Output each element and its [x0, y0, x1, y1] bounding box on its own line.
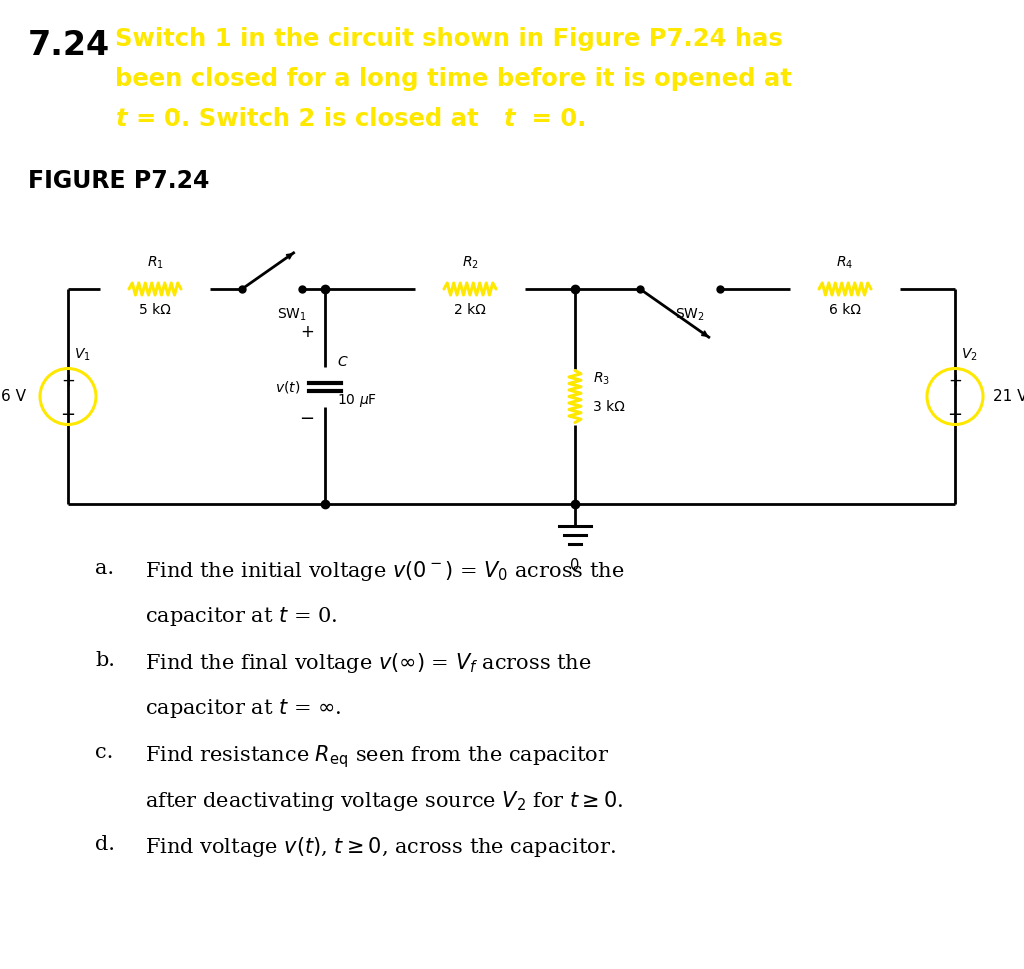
Text: +: + — [300, 323, 314, 340]
Text: Switch 1 in the circuit shown in Figure P7.24 has: Switch 1 in the circuit shown in Figure … — [115, 27, 782, 51]
Text: capacitor at $t$ = 0.: capacitor at $t$ = 0. — [145, 605, 337, 628]
Text: 3 kΩ: 3 kΩ — [593, 399, 625, 414]
Text: $-$: $-$ — [60, 403, 76, 422]
Text: d.: d. — [95, 835, 115, 854]
Text: 6 V: 6 V — [1, 389, 26, 404]
Text: $R_4$: $R_4$ — [837, 255, 854, 271]
Text: 0: 0 — [570, 558, 580, 573]
Text: Find the final voltage $v(\infty)$ = $V_f$ across the: Find the final voltage $v(\infty)$ = $V_… — [145, 651, 592, 675]
Text: been closed for a long time before it is opened at: been closed for a long time before it is… — [115, 67, 792, 91]
Text: 6 kΩ: 6 kΩ — [829, 303, 861, 317]
Text: $R_1$: $R_1$ — [146, 255, 164, 271]
Text: $v(t)$: $v(t)$ — [274, 379, 300, 394]
Text: 21 V: 21 V — [993, 389, 1024, 404]
Text: = 0.: = 0. — [523, 107, 587, 131]
Text: SW$_1$: SW$_1$ — [278, 307, 307, 324]
Text: $R_2$: $R_2$ — [462, 255, 478, 271]
Text: +: + — [61, 371, 75, 390]
Text: $\bfit{t}$: $\bfit{t}$ — [503, 107, 517, 131]
Text: SW$_2$: SW$_2$ — [675, 307, 705, 324]
Text: FIGURE P7.24: FIGURE P7.24 — [28, 169, 209, 193]
Text: 10 $\mu$F: 10 $\mu$F — [337, 391, 377, 409]
Text: Find resistance $R_{\rm eq}$ seen from the capacitor: Find resistance $R_{\rm eq}$ seen from t… — [145, 743, 609, 769]
Text: +: + — [948, 371, 962, 390]
Text: $-$: $-$ — [299, 408, 314, 425]
Text: 7.24: 7.24 — [28, 29, 111, 62]
Text: Find voltage $v(t)$, $t \geq 0$, across the capacitor.: Find voltage $v(t)$, $t \geq 0$, across … — [145, 835, 615, 859]
Text: after deactivating voltage source $V_2$ for $t \geq 0$.: after deactivating voltage source $V_2$ … — [145, 789, 624, 813]
Text: 2 kΩ: 2 kΩ — [454, 303, 486, 317]
Text: 5 kΩ: 5 kΩ — [139, 303, 171, 317]
Text: capacitor at $t$ = $\infty$.: capacitor at $t$ = $\infty$. — [145, 697, 341, 720]
Text: . Switch 2 is closed at: . Switch 2 is closed at — [181, 107, 487, 131]
Text: Find the initial voltage $v(0^-)$ = $V_0$ across the: Find the initial voltage $v(0^-)$ = $V_0… — [145, 559, 625, 583]
Text: $-$: $-$ — [947, 403, 963, 422]
Text: $^-$: $^-$ — [167, 107, 182, 126]
Text: $V_1$: $V_1$ — [74, 346, 91, 362]
Text: $R_3$: $R_3$ — [593, 370, 610, 387]
Text: $C$: $C$ — [337, 355, 348, 368]
Text: c.: c. — [95, 743, 114, 762]
Text: $V_2$: $V_2$ — [961, 346, 978, 362]
Text: b.: b. — [95, 651, 115, 670]
Text: a.: a. — [95, 559, 114, 578]
Text: $\bfit{t}$ = 0: $\bfit{t}$ = 0 — [115, 107, 181, 131]
